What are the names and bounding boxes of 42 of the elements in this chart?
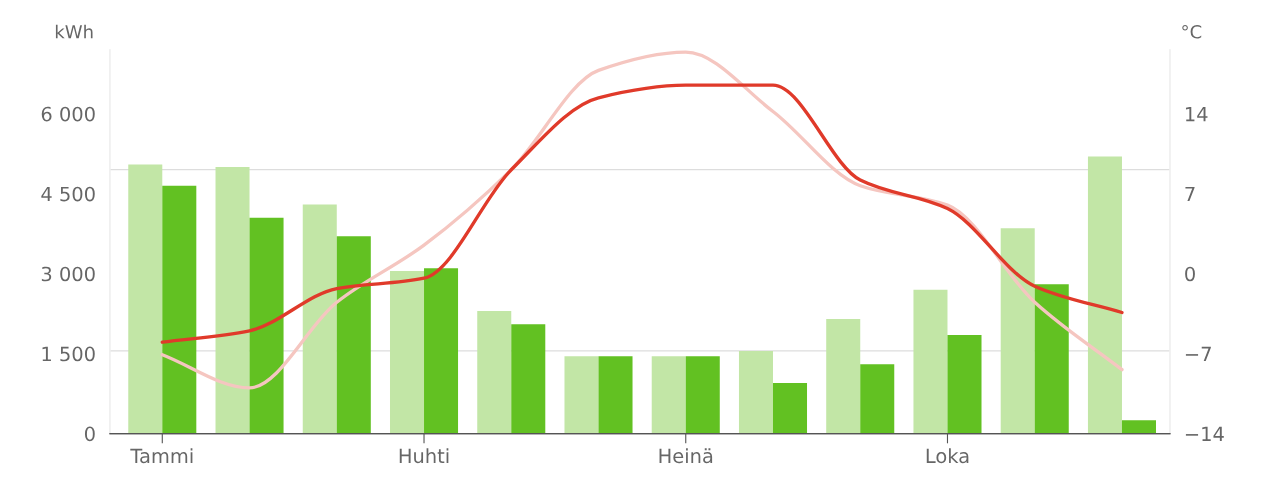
y-tick-label: 3 000 <box>41 266 95 282</box>
line-series <box>160 83 1124 344</box>
x-tick-label: Heinä <box>659 448 713 464</box>
bar <box>564 356 599 434</box>
bar <box>1000 228 1035 434</box>
y2-tick-label: 0 <box>1185 266 1195 282</box>
bar <box>947 334 982 434</box>
bar <box>685 356 720 434</box>
x-tick-label: Huhti <box>399 448 449 464</box>
bar <box>913 289 948 434</box>
bar <box>477 310 512 434</box>
bar <box>860 364 895 434</box>
x-tick-label: Loka <box>926 448 969 464</box>
y-axis-title: kWh <box>55 24 93 39</box>
y-tick-label: 6 000 <box>41 106 95 122</box>
y2-tick-label: 14 <box>1185 106 1208 122</box>
y2-tick-label: 7 <box>1185 186 1195 202</box>
bar <box>424 268 459 434</box>
bar <box>389 271 425 434</box>
bar <box>162 185 197 434</box>
bar <box>773 382 808 434</box>
y2-axis-title: °C <box>1182 24 1202 39</box>
bar <box>511 324 546 434</box>
y2-tick-label: −7 <box>1185 346 1211 362</box>
bar <box>128 164 163 434</box>
bar <box>302 204 337 434</box>
bar <box>215 167 250 434</box>
y-tick-label: 4 500 <box>41 186 95 202</box>
y-tick-label: 0 <box>84 426 95 442</box>
bar <box>1121 420 1156 434</box>
bar <box>651 356 686 434</box>
line-series <box>160 50 1124 390</box>
bar <box>1034 284 1069 434</box>
bar <box>826 318 861 434</box>
y2-tick-label: −14 <box>1185 426 1224 441</box>
bar <box>249 217 284 434</box>
bar <box>336 236 371 434</box>
y-tick-label: 1 500 <box>42 346 95 362</box>
bar <box>738 350 773 434</box>
x-tick-label: Tammi <box>130 448 193 464</box>
bar <box>598 356 633 434</box>
bar <box>1087 156 1122 434</box>
